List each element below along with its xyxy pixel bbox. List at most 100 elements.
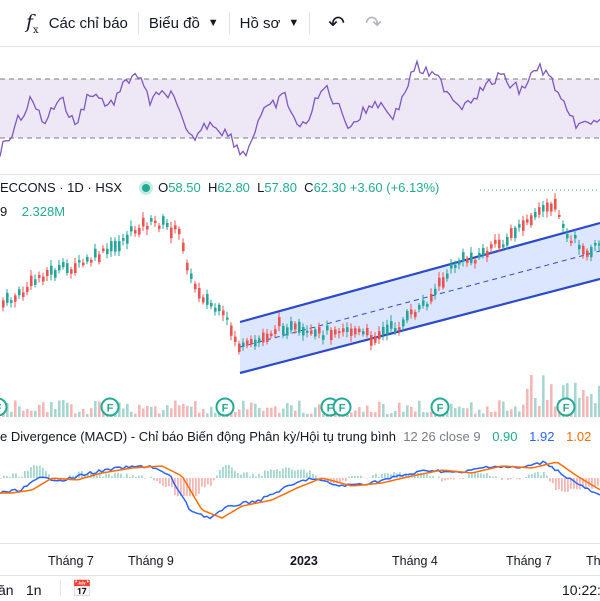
chevron-down-icon: ▼ [208, 17, 219, 29]
candle-body [490, 244, 493, 248]
event-badge[interactable]: F [0, 399, 7, 416]
candle-body [250, 339, 253, 344]
macd-hist-bar [387, 473, 389, 478]
candle-body [162, 216, 165, 225]
candle-body [62, 262, 65, 267]
candle-body [494, 240, 497, 244]
macd-hist-bar [279, 471, 281, 478]
candle-body [486, 251, 489, 257]
candle-body [422, 300, 425, 306]
candle-body [418, 305, 421, 309]
macd-hist-bar [21, 477, 23, 478]
candle-body [338, 331, 341, 333]
undo-icon[interactable]: ↶ [310, 0, 355, 46]
volume-bar [406, 405, 409, 417]
range-button[interactable]: ăn [0, 582, 14, 598]
candle-body [322, 335, 325, 340]
candle-body [522, 220, 525, 230]
macd-hist-bar [447, 478, 449, 480]
macd-hist-bar [477, 473, 479, 478]
macd-hist-bar [495, 476, 497, 478]
candle-body [586, 251, 589, 257]
volume-bar [146, 406, 149, 417]
range-button-1y[interactable]: 1n [26, 582, 42, 598]
top-toolbar: fx Các chỉ báo Biểu đồ ▼ Hồ sơ ▼ ↶ ↷ [0, 0, 600, 47]
macd-hist-bar [282, 468, 284, 478]
indicators-button[interactable]: fx Các chỉ báo [0, 0, 138, 46]
volume-bar [466, 408, 469, 417]
candle-body [342, 328, 345, 332]
redo-icon[interactable]: ↷ [355, 0, 392, 46]
volume-bar [190, 407, 193, 417]
candle-body [514, 228, 517, 238]
event-badge[interactable]: F [334, 399, 351, 416]
macd-hist-bar [351, 476, 353, 478]
volume-bar [306, 414, 309, 417]
candle-body [454, 265, 457, 268]
macd-hist-bar [540, 475, 542, 478]
candle-body [2, 300, 5, 307]
event-badge[interactable]: F [432, 399, 449, 416]
volume-bar [486, 406, 489, 417]
calendar-icon[interactable]: 📅 [72, 579, 92, 599]
volume-bar [426, 412, 429, 417]
volume-bar [526, 389, 529, 417]
volume-bar [586, 396, 589, 417]
volume-bar [34, 411, 37, 417]
chart-type-dropdown[interactable]: Biểu đồ ▼ [139, 0, 229, 46]
event-badge[interactable]: F [558, 399, 575, 416]
candle-body [218, 305, 221, 311]
volume-bar [450, 404, 453, 417]
event-badge[interactable]: F [102, 399, 119, 416]
macd-hist-bar [591, 478, 593, 489]
volume-bar [158, 414, 161, 417]
candle-body [134, 230, 137, 234]
macd-hist-bar [345, 478, 347, 481]
chart-type-label: Biểu đồ [149, 15, 200, 32]
volume-bar [462, 408, 465, 417]
svg-text:F: F [563, 403, 570, 415]
candle-body [158, 226, 161, 229]
svg-text:F: F [107, 403, 114, 415]
volume-bar [258, 408, 261, 417]
volume-bar [414, 411, 417, 417]
macd-hist-bar [123, 477, 125, 478]
candle-body [194, 284, 197, 289]
volume-bar [358, 407, 361, 417]
volume-bar [298, 401, 301, 417]
volume-bar [66, 403, 69, 417]
candle-body [466, 259, 469, 263]
macd-hist-bar [240, 475, 242, 478]
volume-bar [410, 407, 413, 417]
volume-bar [42, 402, 45, 417]
macd-hist-bar [216, 476, 218, 478]
candle-body [302, 327, 305, 336]
candle-body [222, 311, 225, 316]
macd-hist-bar [102, 477, 104, 478]
candle-body [122, 238, 125, 241]
macd-hist-bar [141, 475, 143, 478]
volume-bar [470, 402, 473, 417]
macd-hist-bar [273, 470, 275, 478]
volume-bar [282, 409, 285, 417]
candle-body [574, 235, 577, 239]
event-badge[interactable]: F [217, 399, 234, 416]
candle-body [446, 274, 449, 279]
volume-bar [18, 406, 21, 417]
volume-bar [150, 407, 153, 417]
macd-title[interactable]: e Divergence (MACD) - Chỉ báo Biến động … [0, 429, 396, 444]
volume-bar [354, 410, 357, 417]
candle-body [294, 324, 297, 330]
volume-bar [366, 406, 369, 417]
profile-dropdown[interactable]: Hồ sơ ▼ [230, 0, 310, 46]
macd-hist-bar [150, 477, 152, 478]
macd-hist-bar [384, 473, 386, 478]
x-tick-label: Tháng 7 [506, 554, 552, 568]
volume-bar [214, 413, 217, 417]
macd-hist-bar [354, 476, 356, 478]
candle-body [458, 261, 461, 265]
macd-hist-bar [315, 475, 317, 478]
volume-bar [186, 406, 189, 417]
candle-body [570, 241, 573, 243]
time-axis[interactable]: Tháng 7 Tháng 9 2023 Tháng 4 Tháng 7 Th [0, 543, 600, 576]
